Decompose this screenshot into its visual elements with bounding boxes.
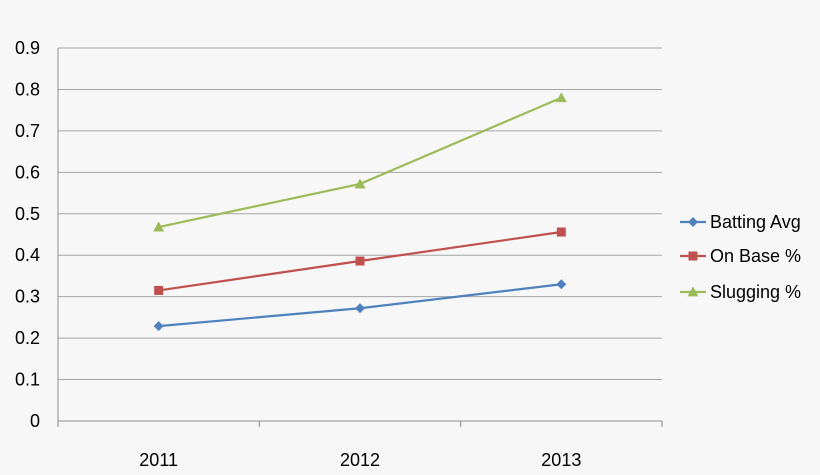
y-tick-label: 0.4	[15, 245, 40, 265]
axes	[57, 48, 663, 427]
series-slugging	[153, 92, 567, 232]
legend-marker	[688, 217, 698, 227]
plot-area	[153, 92, 567, 332]
x-tick-label: 2011	[139, 450, 178, 470]
series-on-base	[154, 227, 566, 295]
legend-marker	[688, 251, 698, 261]
data-point	[555, 92, 567, 103]
y-tick-label: 0.2	[15, 328, 40, 348]
data-point	[355, 256, 365, 266]
y-tick-label: 0.3	[15, 287, 40, 307]
y-tick-label: 0.5	[15, 204, 40, 224]
legend-item-on-base: On Base %	[680, 246, 801, 266]
y-tick-label: 0.8	[15, 79, 40, 99]
data-point	[556, 279, 567, 290]
data-point	[556, 227, 566, 237]
legend-label: Batting Avg	[710, 212, 801, 232]
gridlines	[58, 47, 662, 381]
legend-item-batting-avg: Batting Avg	[680, 212, 801, 232]
data-point	[354, 178, 366, 189]
y-tick-label: 0	[30, 411, 40, 431]
series-batting-avg	[153, 279, 567, 332]
x-tick-label: 2012	[340, 450, 380, 470]
y-axis-ticks: 0 0.1 0.2 0.3 0.4 0.5 0.6 0.7 0.8 0.9	[15, 38, 40, 431]
x-axis-ticks: 2011 2012 2013	[139, 450, 581, 470]
legend: Batting Avg On Base % Slugging %	[680, 212, 801, 302]
data-point	[154, 285, 164, 295]
y-tick-label: 0.6	[15, 162, 40, 182]
legend-item-slugging: Slugging %	[680, 282, 801, 302]
data-point	[355, 303, 365, 314]
y-tick-label: 0.9	[15, 38, 40, 58]
legend-label: Slugging %	[710, 282, 801, 302]
data-point	[153, 221, 165, 232]
y-tick-label: 0.1	[15, 370, 40, 390]
x-tick-label: 2013	[541, 450, 581, 470]
legend-marker	[687, 286, 699, 297]
data-point	[153, 321, 164, 332]
legend-label: On Base %	[710, 246, 801, 266]
series-line	[158, 96, 562, 229]
y-tick-label: 0.7	[15, 121, 40, 141]
